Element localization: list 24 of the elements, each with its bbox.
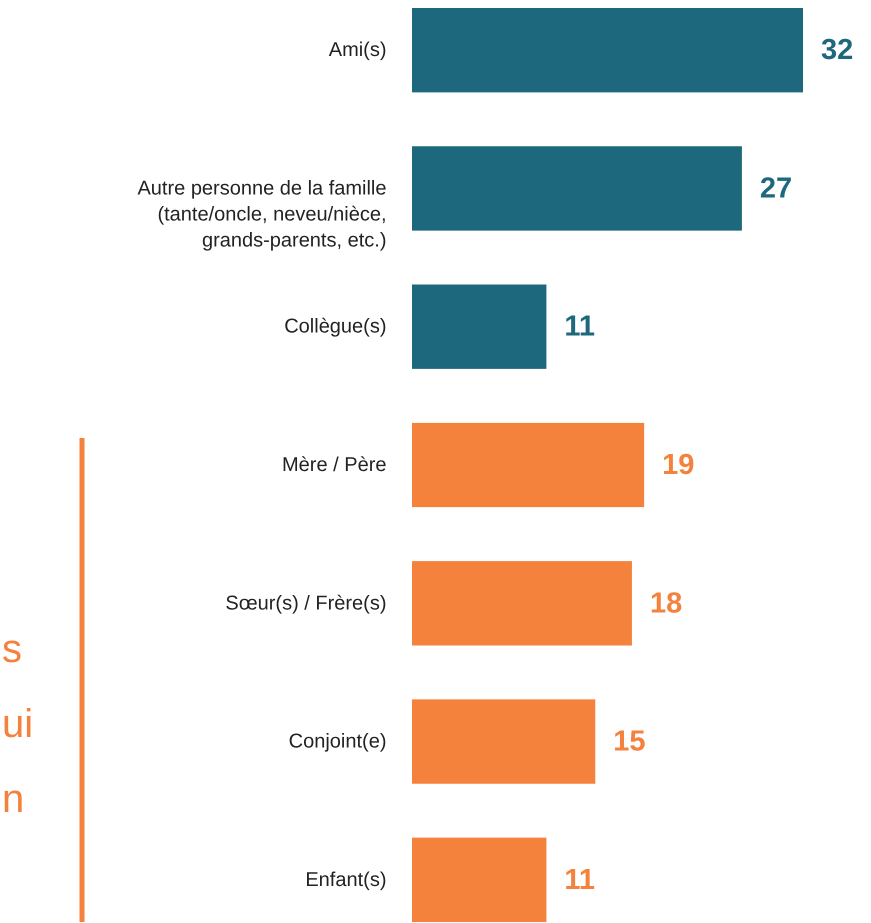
text: ui xyxy=(2,702,34,746)
data-label: 32 xyxy=(821,34,854,66)
bar xyxy=(412,8,803,92)
data-label: 19 xyxy=(662,449,694,481)
text: n xyxy=(2,777,24,821)
text: s xyxy=(2,627,22,671)
bar xyxy=(412,699,596,784)
bar xyxy=(412,561,632,646)
bar xyxy=(412,838,546,922)
data-label: 27 xyxy=(760,172,792,204)
y-tick-label: Collègue(s) xyxy=(284,316,386,338)
y-tick-label: Ami(s) xyxy=(328,39,386,62)
y-tick-label: Mère / Père xyxy=(282,454,386,476)
bar xyxy=(412,146,742,231)
data-label: 11 xyxy=(564,864,596,896)
data-label: 11 xyxy=(564,310,596,343)
y-tick-label: Enfant(s) xyxy=(305,868,386,891)
data-label: 18 xyxy=(650,587,682,620)
bar xyxy=(412,284,546,369)
bar xyxy=(412,422,644,508)
y-tick-label: Autre personne de la famille (tante/oncle, neveu/nièce, grands-parents, etc.) xyxy=(137,177,386,252)
y-tick-label: Conjoint(e) xyxy=(288,730,386,753)
data-label: 15 xyxy=(613,726,646,758)
y-tick-label: Sœur(s) / Frère(s) xyxy=(225,592,386,614)
